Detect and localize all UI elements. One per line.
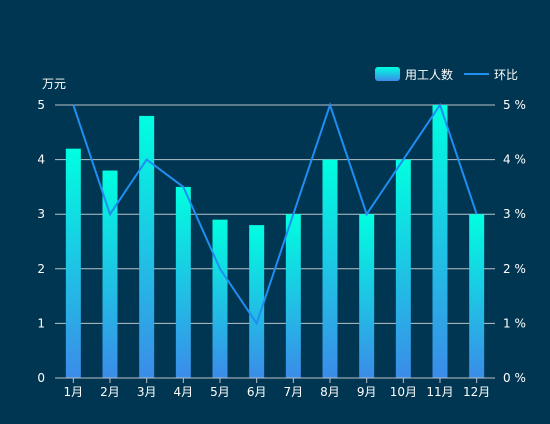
bar[interactable] [249, 225, 265, 378]
legend: 用工人数 环比 [375, 67, 518, 82]
y-left-tick-label: 0 [37, 371, 45, 385]
bar[interactable] [322, 159, 338, 378]
y-right-tick-label: 1 % [503, 316, 526, 330]
bar[interactable] [285, 214, 301, 378]
y-right-tick-label: 0 % [503, 371, 526, 385]
y-axis-left-label: 万元 [42, 77, 66, 91]
bar[interactable] [175, 186, 191, 378]
x-tick-label: 1月 [64, 385, 84, 399]
y-left-tick-label: 5 [37, 98, 45, 112]
bar[interactable] [469, 214, 485, 378]
grid-lines [55, 104, 495, 324]
x-tick-label: 2月 [100, 385, 120, 399]
x-tick-label: 3月 [137, 385, 157, 399]
bar[interactable] [102, 170, 118, 378]
y-left-tick-label: 2 [37, 262, 45, 276]
legend-bar-swatch [375, 67, 400, 81]
y-left-tick-label: 4 [37, 153, 45, 167]
legend-line-label: 环比 [494, 68, 518, 82]
bar[interactable] [432, 105, 448, 378]
legend-item-bar[interactable]: 用工人数 [375, 67, 453, 82]
y-left-tick-label: 1 [37, 316, 45, 330]
bar[interactable] [65, 148, 81, 378]
legend-bar-label: 用工人数 [405, 67, 453, 82]
bar[interactable] [359, 214, 375, 378]
line-series [72, 101, 478, 326]
y-right-tick-label: 3 % [503, 207, 526, 221]
x-tick-label: 5月 [210, 385, 230, 399]
y-left-tick-label: 3 [37, 207, 45, 221]
left-axis: 0 1 2 3 4 5 [37, 98, 45, 385]
x-axis: 1月 2月 3月 4月 5月 6月 7月 8月 9月 10月 11月 12月 [55, 377, 495, 399]
x-tick-label: 12月 [463, 385, 490, 399]
bar-series [65, 105, 485, 379]
x-tick-label: 8月 [320, 385, 340, 399]
line-path[interactable] [72, 101, 478, 326]
x-tick-label: 7月 [284, 385, 304, 399]
legend-item-line[interactable]: 环比 [464, 68, 518, 82]
x-tick-label: 4月 [174, 385, 194, 399]
right-axis: 0 % 1 % 2 % 3 % 4 % 5 % [503, 98, 526, 385]
x-tick-label: 10月 [390, 385, 417, 399]
y-right-tick-label: 4 % [503, 153, 526, 167]
x-tick-label: 9月 [357, 385, 377, 399]
bar[interactable] [139, 115, 155, 379]
bar[interactable] [212, 219, 228, 378]
y-right-tick-label: 5 % [503, 98, 526, 112]
x-tick-label: 11月 [426, 385, 453, 399]
x-tick-label: 6月 [247, 385, 267, 399]
y-right-tick-label: 2 % [503, 262, 526, 276]
bar[interactable] [395, 159, 411, 378]
